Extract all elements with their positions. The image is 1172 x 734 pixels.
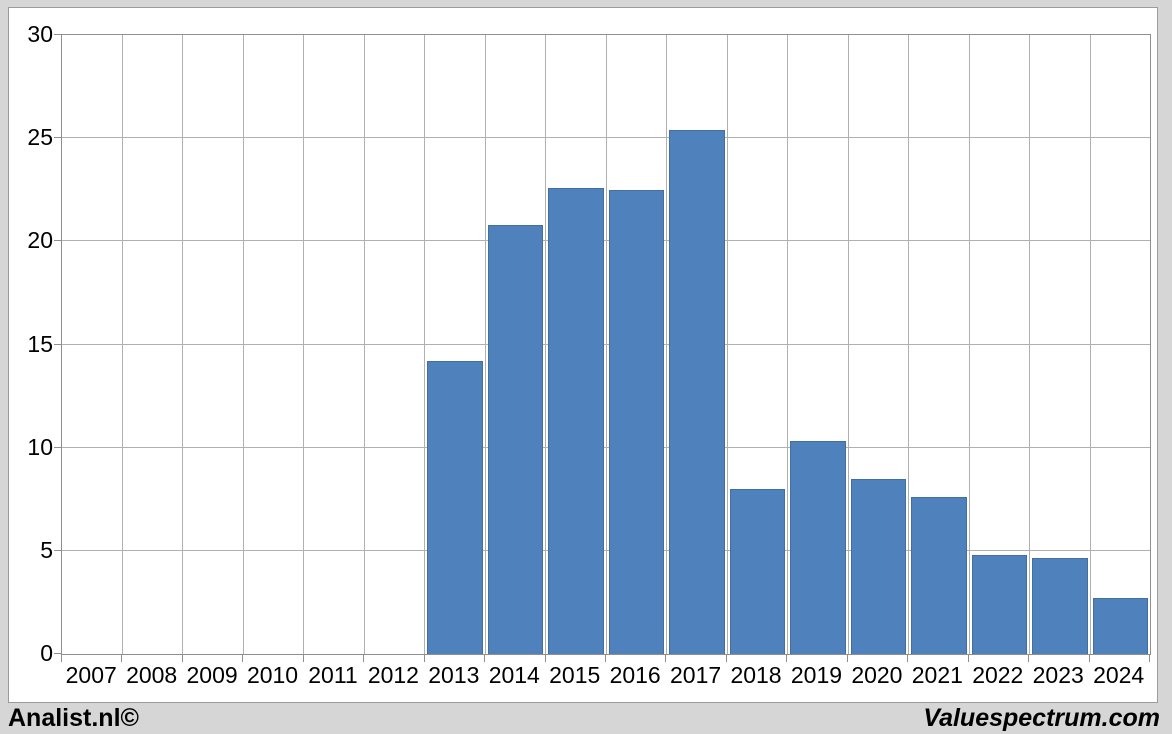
bar-2018 [729,488,785,654]
plot-column-2021 [909,35,970,654]
bar-series [62,35,1150,654]
x-axis-tick [242,654,244,662]
x-axis-label-2023: 2023 [1032,662,1084,688]
y-axis-label-10: 10 [27,433,53,460]
x-axis-tick [121,654,123,662]
x-axis-tick [907,654,909,662]
y-axis-label-20: 20 [27,227,53,254]
plot-column-2010 [244,35,304,654]
y-axis-label-30: 30 [27,21,53,47]
plot-area [61,34,1151,655]
bar-2021 [911,497,967,654]
bar-2020 [850,478,906,654]
plot-column-2023 [1030,35,1091,654]
x-axis-tick [302,654,304,662]
y-axis-tick [54,653,62,654]
x-axis-tick [967,654,969,662]
plot-column-2007 [62,35,123,654]
y-axis-tick [54,549,62,551]
x-axis-label-2009: 2009 [186,662,238,688]
bar-2014 [487,224,543,654]
x-axis-tick [423,654,425,662]
y-axis-label-5: 5 [40,536,53,563]
y-axis-label-25: 25 [27,124,53,151]
plot-column-2019 [788,35,849,654]
x-axis-label-2010: 2010 [246,662,299,688]
x-axis-label-2014: 2014 [488,662,540,688]
x-axis-tick [484,654,486,662]
x-axis-tick [1088,654,1090,662]
bar-2024 [1092,598,1148,654]
y-axis-label-15: 15 [27,330,53,357]
plot-column-2015 [546,35,607,654]
bar-2022 [971,554,1027,654]
x-axis-tick [725,654,727,662]
y-axis-tick [54,343,62,345]
x-axis-tick [1028,654,1030,662]
x-axis-tick [786,654,788,662]
x-axis-tick [605,654,606,662]
x-axis-label-2021: 2021 [911,662,963,688]
y-axis-label-0: 0 [40,640,53,666]
plot-column-2012 [365,35,425,654]
bar-2016 [608,189,664,654]
x-axis-label-2016: 2016 [609,662,661,688]
x-axis-label-2011: 2011 [308,662,358,688]
bar-2015 [548,187,604,654]
footer-left-brand: Analist.nl© [8,703,139,732]
plot-column-2022 [970,35,1030,654]
y-axis-tick [54,34,62,35]
x-axis-label-2017: 2017 [670,662,722,688]
x-axis-tick [846,654,848,662]
x-axis-label-2020: 2020 [851,662,903,688]
y-axis: 0 5 10 15 20 25 30 [9,21,53,666]
x-axis-tick [665,654,667,662]
plot-column-2013 [425,35,486,654]
x-axis-label-2024: 2024 [1093,662,1145,688]
footer: Analist.nl© Valuespectrum.com [0,704,1172,734]
x-axis-tick [61,654,62,662]
plot-column-2017 [667,35,728,654]
x-axis-label-2022: 2022 [972,662,1024,688]
plot-column-2024 [1091,35,1151,654]
chart-area: 0 5 10 15 20 25 30 2007 2008 2009 2010 2011 2012 201… [8,7,1158,703]
y-axis-tick [54,446,62,448]
plot-column-2011 [304,35,365,654]
plot-column-2016 [607,35,667,654]
x-axis: 2007 2008 2009 2010 2011 2012 2013 2014 2015 2016… [61,660,1149,690]
plot-column-2014 [486,35,546,654]
x-axis-tick [363,654,365,662]
bar-2017 [669,129,725,654]
y-axis-tick [54,240,62,242]
x-axis-label-2013: 2013 [428,662,480,688]
x-axis-label-2015: 2015 [549,662,601,688]
x-axis-label-2008: 2008 [126,662,178,688]
footer-right-brand: Valuespectrum.com [923,703,1160,732]
bar-2019 [790,441,846,654]
x-axis-label-2019: 2019 [790,662,843,688]
x-axis-label-2012: 2012 [367,662,419,688]
x-axis-label-2007: 2007 [65,662,117,688]
y-axis-tick [54,137,62,139]
x-axis-tick [544,654,546,662]
plot-column-2009 [183,35,244,654]
plot-column-2018 [728,35,788,654]
x-axis-tick [181,654,183,662]
x-axis-label-2018: 2018 [730,662,782,688]
bar-2013 [427,361,483,654]
bar-2023 [1032,558,1088,654]
x-axis-tick [1149,654,1150,662]
plot-column-2020 [849,35,909,654]
plot-column-2008 [123,35,183,654]
